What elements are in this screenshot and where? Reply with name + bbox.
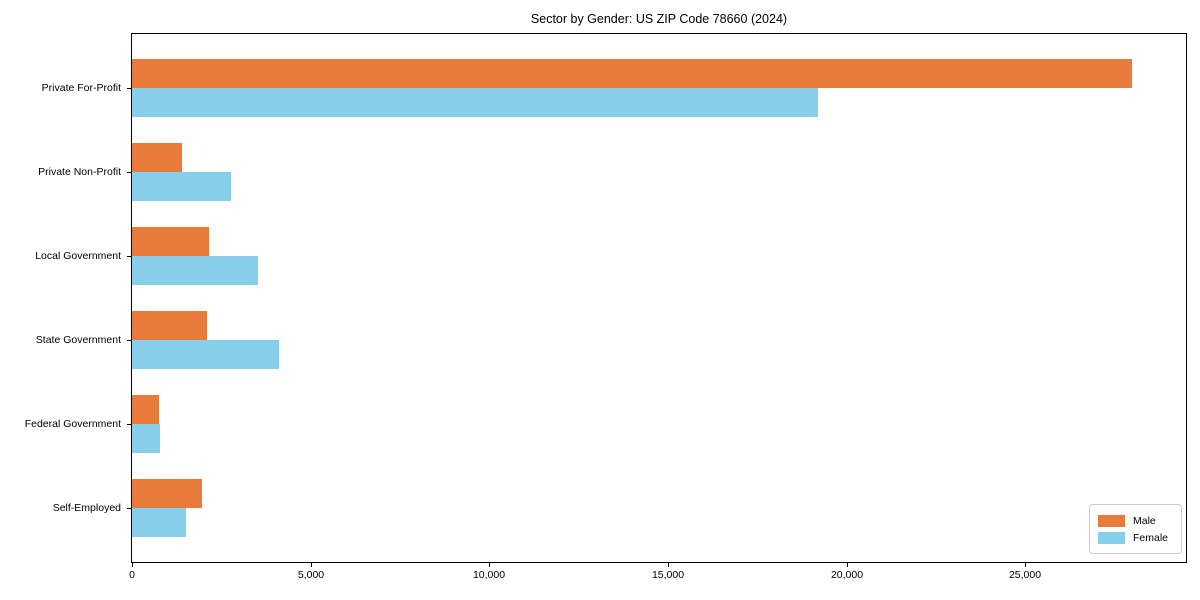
legend: Male Female: [1089, 504, 1182, 554]
bar-male-local-government: [132, 227, 209, 256]
y-tick-label-local-government: Local Government: [35, 250, 121, 262]
y-tick-label-self-employed: Self-Employed: [52, 502, 121, 514]
bar-male-self-employed: [132, 479, 202, 508]
legend-swatch-female: [1098, 531, 1125, 544]
legend-label-female: Female: [1133, 531, 1169, 544]
y-tick-label-federal-government: Federal Government: [24, 418, 121, 430]
y-tick-label-state-government: State Government: [35, 334, 121, 346]
bar-male-state-government: [132, 311, 207, 340]
x-tick-mark: [1025, 563, 1026, 567]
y-tick-label-private-for-profit: Private For-Profit: [41, 82, 121, 94]
y-tick-label-private-non-profit: Private Non-Profit: [38, 166, 121, 178]
y-tick-mark: [127, 340, 131, 341]
bar-male-federal-government: [132, 395, 159, 424]
x-tick-label-25-000: 25,000: [1008, 569, 1042, 581]
y-tick-mark: [127, 424, 131, 425]
x-tick-mark: [311, 563, 312, 567]
x-tick-label-20-000: 20,000: [830, 569, 864, 581]
x-tick-label-0: 0: [129, 569, 135, 581]
bar-female-federal-government: [132, 424, 160, 453]
bar-female-self-employed: [132, 508, 186, 537]
y-tick-mark: [127, 172, 131, 173]
x-tick-label-5-000: 5,000: [297, 569, 325, 581]
bar-male-private-for-profit: [132, 59, 1132, 88]
x-tick-label-10-000: 10,000: [472, 569, 506, 581]
x-tick-mark: [668, 563, 669, 567]
bar-female-state-government: [132, 340, 279, 369]
y-tick-mark: [127, 256, 131, 257]
bar-male-private-non-profit: [132, 143, 182, 172]
x-tick-mark: [489, 563, 490, 567]
y-tick-mark: [127, 508, 131, 509]
chart-title: Sector by Gender: US ZIP Code 78660 (202…: [530, 12, 788, 26]
legend-swatch-male: [1098, 514, 1125, 527]
legend-label-male: Male: [1133, 514, 1156, 527]
x-tick-mark: [132, 563, 133, 567]
bar-female-local-government: [132, 256, 258, 285]
bar-female-private-for-profit: [132, 88, 818, 117]
legend-item-female: Female: [1098, 531, 1181, 544]
x-tick-mark: [847, 563, 848, 567]
legend-item-male: Male: [1098, 514, 1181, 527]
x-tick-label-15-000: 15,000: [651, 569, 685, 581]
bar-female-private-non-profit: [132, 172, 231, 201]
y-tick-mark: [127, 88, 131, 89]
